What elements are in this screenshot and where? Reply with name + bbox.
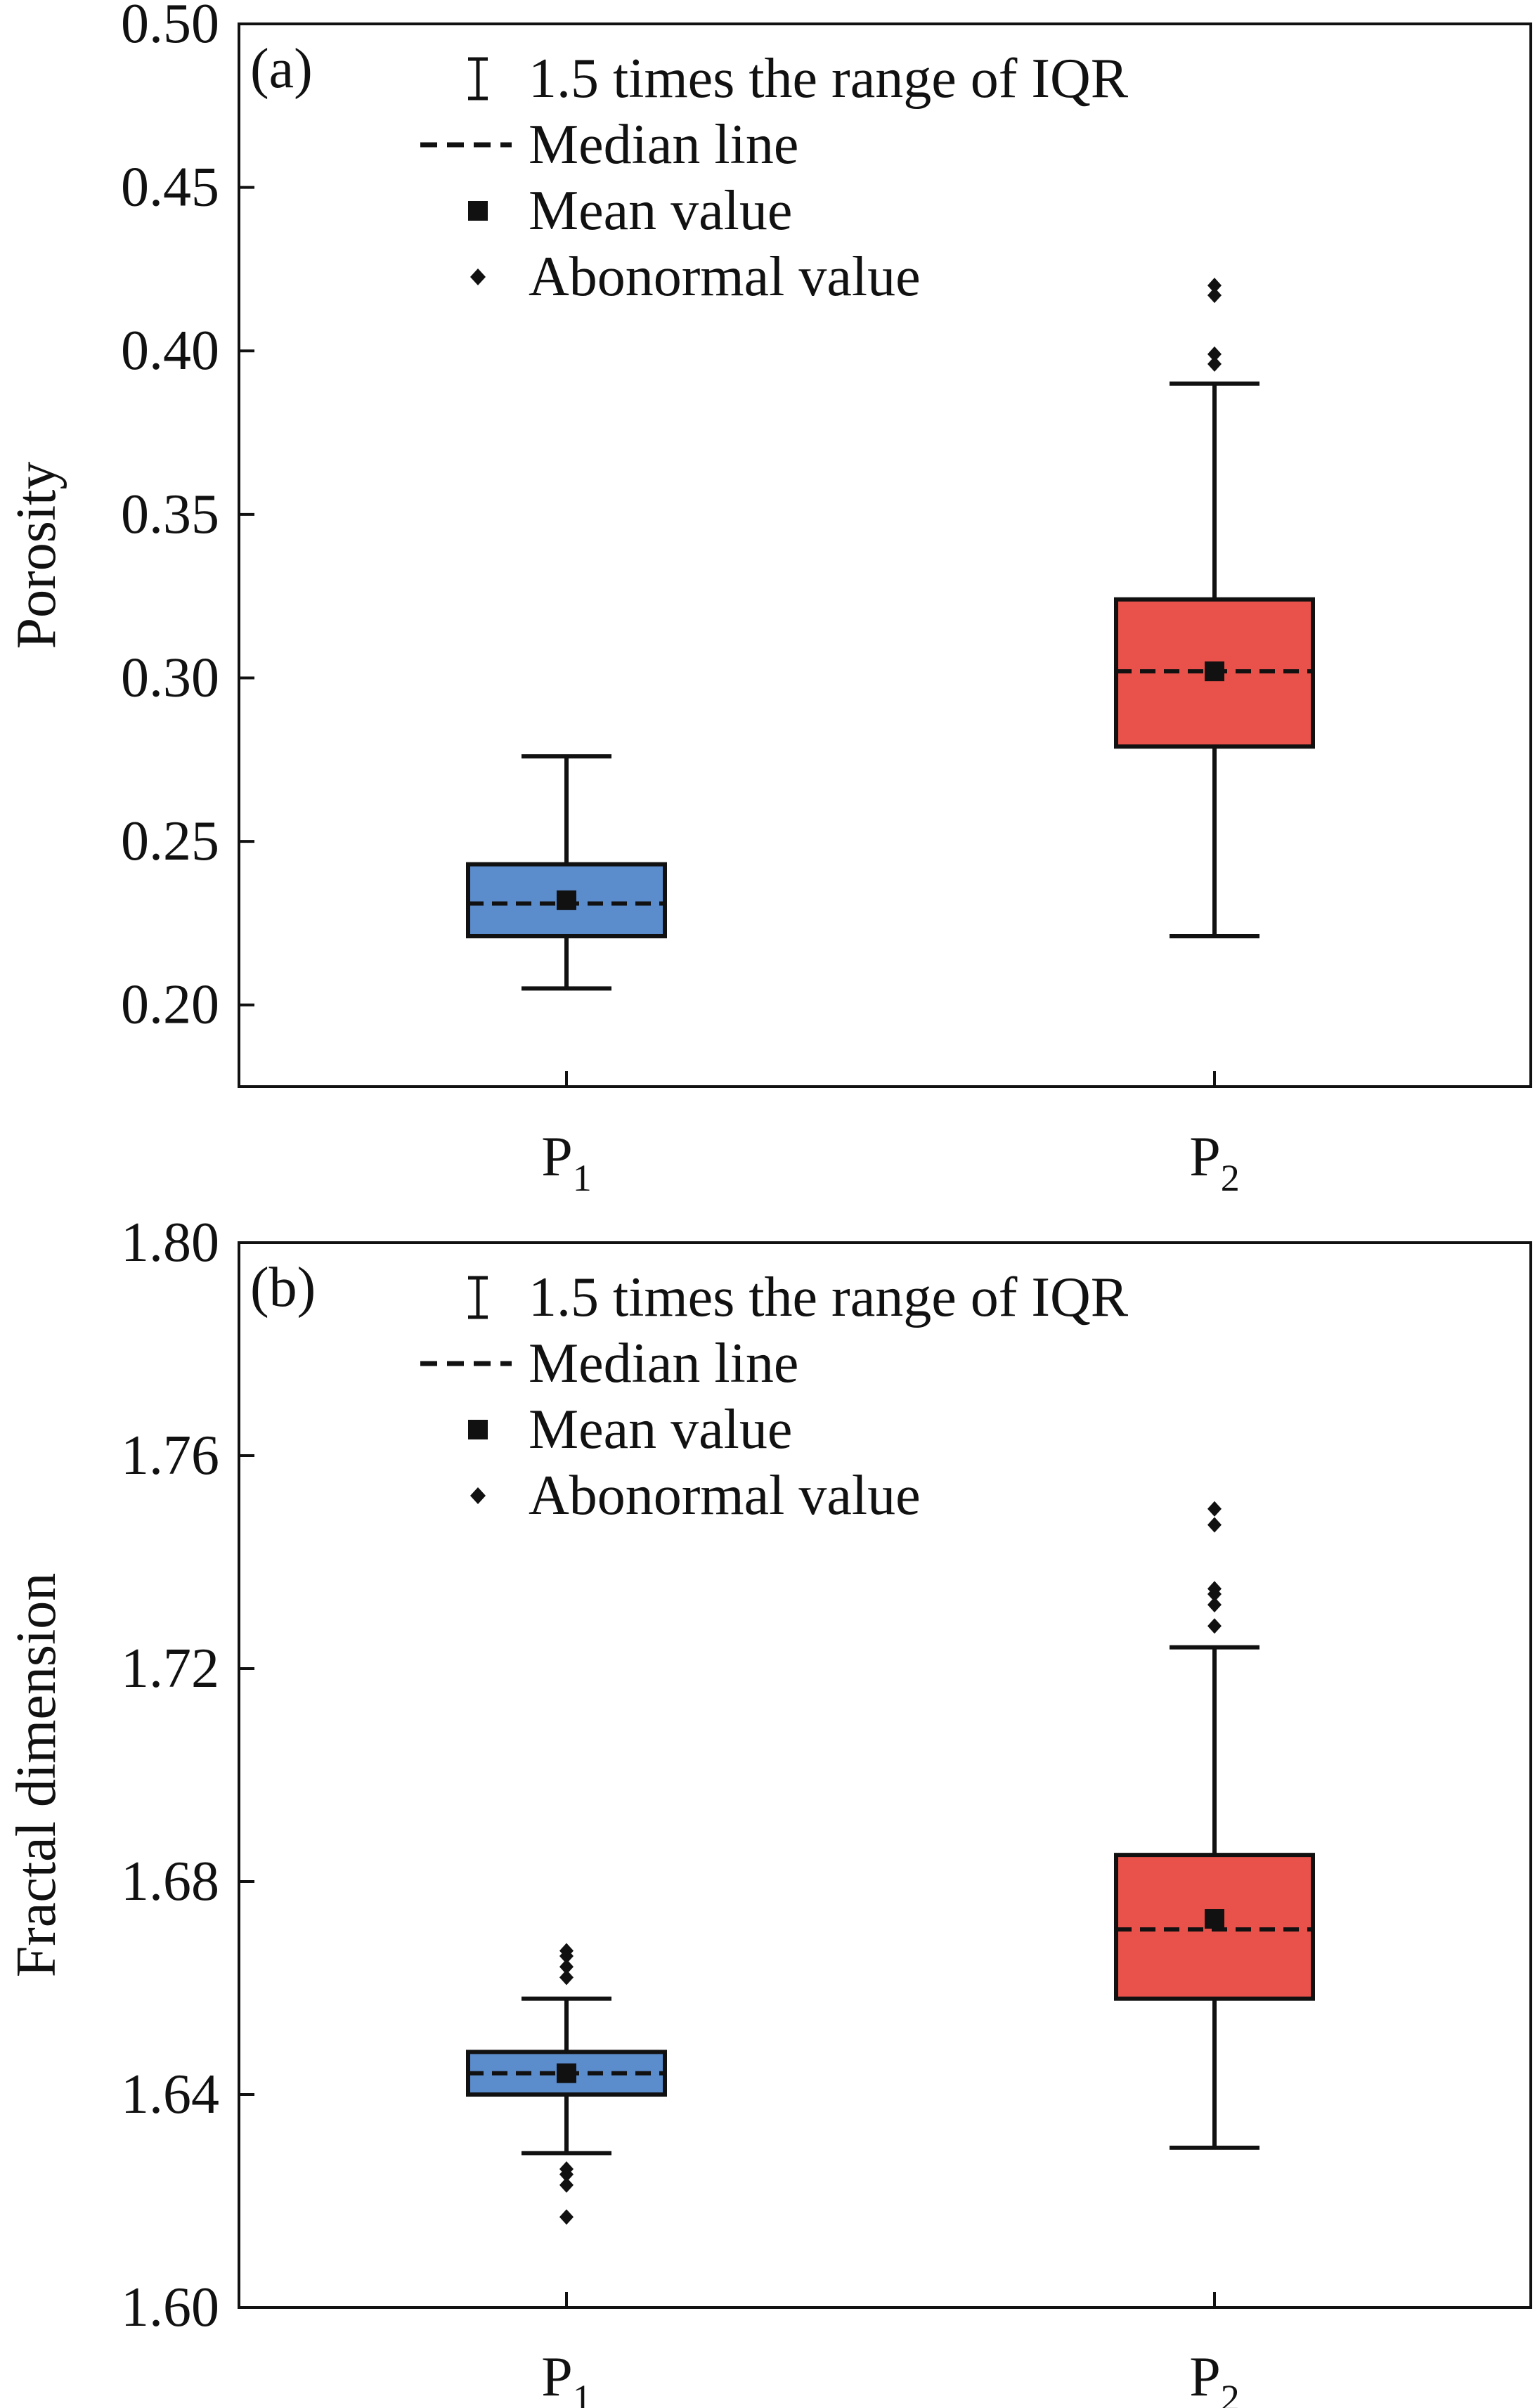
y-tick-label: 1.60 [121,2277,219,2338]
outlier-point [559,2209,574,2225]
y-tick-label: 1.64 [121,2064,219,2125]
mean-marker [1205,661,1224,682]
category-letter: P [1189,2346,1221,2408]
category-letter: P [1189,1126,1221,1188]
y-tick-label: 0.50 [121,0,219,55]
box-p2: P2 [1114,1501,1315,2408]
legend-outlier-diamond-symbol [470,1487,486,1504]
y-tick-label: 0.20 [121,974,219,1036]
category-subscript: 1 [573,2377,592,2408]
legend-label: Abonormal value [529,1465,921,1527]
panel-label: (a) [250,38,313,100]
x-category-label: P1 [541,1126,592,1199]
outlier-point [1207,1517,1222,1533]
outlier-point [559,2177,574,2193]
plot-frame [238,22,1532,1088]
legend-label: 1.5 times the range of IQR [529,48,1129,110]
legend-label: Abonormal value [529,246,921,308]
outlier-point [1207,1597,1222,1613]
y-tick-label: 0.35 [121,484,219,545]
legend-whisker-symbol [468,57,488,101]
outlier-point [559,1969,574,1986]
y-axis-title: Fractal dimension [6,1573,67,1977]
x-category-label: P2 [1189,2346,1240,2408]
y-tick-label: 1.80 [121,1212,219,1274]
outlier-point [1207,1618,1222,1634]
y-tick-label: 0.40 [121,320,219,382]
plot-frame [238,1241,1532,2309]
y-tick-label: 0.25 [121,810,219,872]
outlier-point [1207,278,1222,294]
box-p2: P2 [1114,278,1315,1199]
outlier-point [1207,1501,1222,1517]
legend-label: Mean value [529,1399,792,1461]
legend-mean-square-symbol [468,201,488,221]
mean-marker [1205,1909,1224,1929]
legend-label: 1.5 times the range of IQR [529,1267,1129,1328]
legend-label: Mean value [529,180,792,242]
box-p1: P1 [466,1943,667,2408]
legend-label: Median line [529,114,798,176]
legend-mean-square-symbol [468,1420,488,1439]
outlier-point [559,1943,574,1959]
outlier-point [559,2161,574,2177]
x-category-label: P1 [541,2346,592,2408]
outlier-point [1207,346,1222,362]
box-p1: P1 [466,754,667,1199]
y-tick-label: 0.45 [121,157,219,219]
mean-marker [557,890,576,910]
category-letter: P [541,1126,573,1188]
legend-label: Median line [529,1333,798,1394]
mean-marker [557,2063,576,2083]
legend-whisker-symbol [468,1276,488,1319]
category-letter: P [541,2346,573,2408]
y-tick-label: 1.72 [121,1638,219,1700]
y-axis-title: Porosity [6,462,67,649]
x-category-label: P2 [1189,1126,1240,1199]
legend-outlier-diamond-symbol [470,268,486,285]
category-subscript: 2 [1221,1157,1240,1199]
outlier-point [1207,287,1222,304]
chart-panel-b: 1.60 1.64 1.68 1.72 1.76 1.80 Fractal dimensio… [6,1212,1532,2408]
y-tick-label: 1.68 [121,1851,219,1912]
panel-label: (b) [250,1257,316,1319]
outlier-point [559,1959,574,1975]
category-subscript: 2 [1221,2377,1240,2408]
outlier-point [1207,1581,1222,1597]
chart-panel-a: 0.20 0.25 0.30 0.35 0.40 0.45 0.50 Porosity (a) 1… [6,0,1532,1199]
y-tick-label: 1.76 [121,1425,219,1487]
y-tick-label: 0.30 [121,647,219,708]
category-subscript: 1 [573,1157,592,1199]
outlier-point [1207,356,1222,372]
